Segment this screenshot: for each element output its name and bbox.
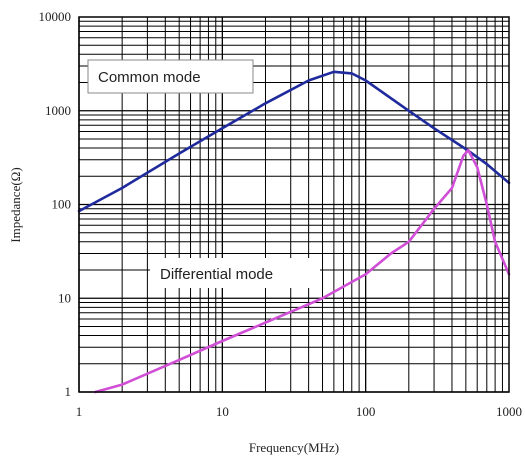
y-tick-label: 10000 (39, 9, 72, 24)
x-tick-label: 1000 (496, 404, 522, 419)
x-tick-labels: 1 10 100 1000 (76, 404, 522, 419)
legend-box (150, 258, 320, 288)
x-tick-label: 100 (356, 404, 376, 419)
series-line-differential-mode (94, 148, 511, 394)
y-tick-label: 1 (65, 384, 72, 399)
y-tick-label: 1000 (45, 103, 71, 118)
x-tick-label: 1 (76, 404, 83, 419)
y-tick-labels: 1 10 100 1000 10000 (39, 9, 72, 399)
series-layer (77, 70, 511, 394)
y-tick-label: 100 (52, 197, 72, 212)
legend-common-mode: Common mode (87, 59, 254, 94)
series-line-common-mode (77, 70, 511, 213)
x-tick-label: 10 (216, 404, 229, 419)
plot-frame (78, 16, 510, 393)
y-tick-label: 10 (58, 290, 71, 305)
legend-label: Common mode (98, 69, 201, 86)
legend-differential-mode: Differential mode (150, 258, 320, 288)
x-axis-title: Frequency(MHz) (249, 440, 339, 455)
legend-box (87, 59, 254, 94)
legend-label: Differential mode (160, 266, 273, 283)
y-axis-title: Impedance(Ω) (8, 167, 23, 242)
